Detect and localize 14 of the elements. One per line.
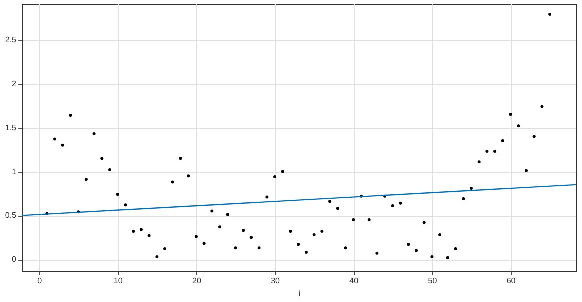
y-tick-label: 2 — [12, 79, 18, 88]
y-tick-label: 0.5 — [5, 211, 18, 220]
x-tick-label: 20 — [192, 276, 202, 286]
x-tick-label: 10 — [114, 276, 124, 286]
x-tick-label: 50 — [428, 276, 438, 286]
y-tick-label: 2.5 — [5, 36, 18, 45]
x-tick-label: 30 — [271, 276, 281, 286]
y-tick-label: 1 — [12, 167, 18, 176]
y-tick-label: 1.5 — [5, 123, 18, 132]
x-tick-label: 60 — [506, 276, 516, 286]
x-tick-label: 40 — [350, 276, 360, 286]
x-axis-title: i — [298, 288, 300, 298]
x-tick-label: 0 — [38, 276, 43, 286]
y-tick-label: 0 — [12, 255, 18, 264]
